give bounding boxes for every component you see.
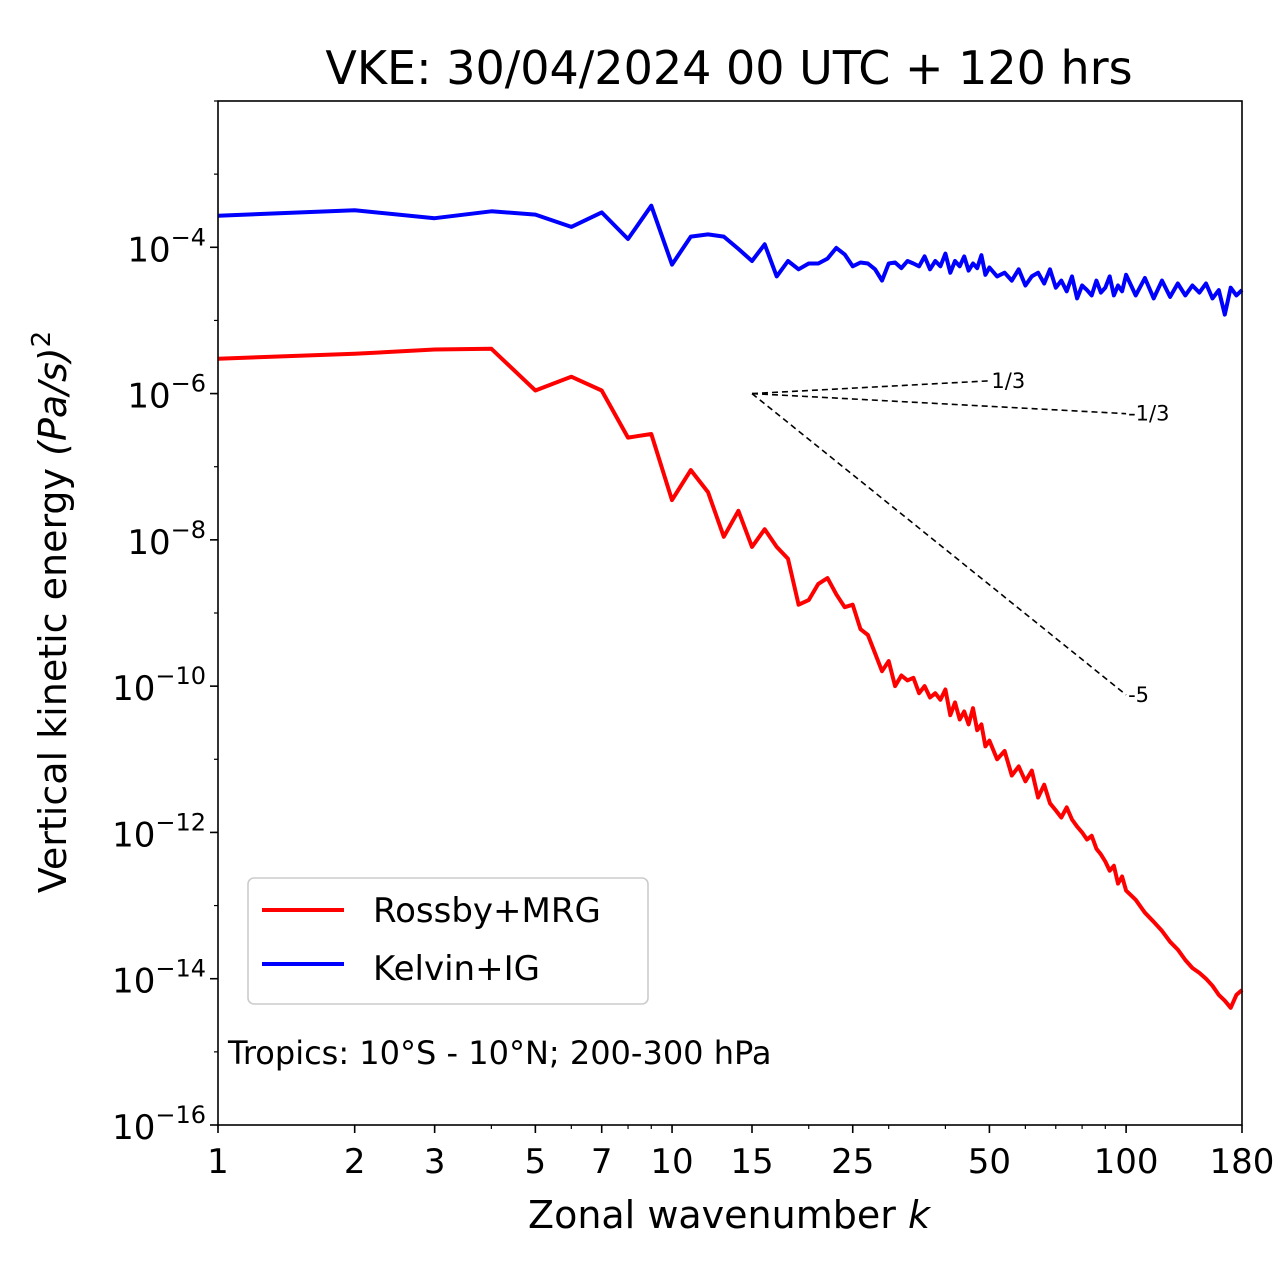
- region-annotation: Tropics: 10°S - 10°N; 200-300 hPa: [227, 1034, 771, 1072]
- x-tick-label: 15: [730, 1142, 773, 1182]
- x-tick-label: 5: [525, 1142, 547, 1182]
- y-tick-label: 10−12: [112, 808, 206, 855]
- y-axis-label: Vertical kinetic energy (Pa/s)2: [27, 331, 75, 893]
- legend-label-rossby-mrg: Rossby+MRG: [373, 891, 601, 931]
- x-tick-label: 100: [1094, 1142, 1159, 1182]
- x-axis-label: Zonal wavenumber k: [528, 1193, 932, 1237]
- x-axis-label-text: Zonal wavenumber: [528, 1193, 896, 1237]
- y-axis-label-power: 2: [27, 331, 57, 348]
- y-tick-label: 10−6: [127, 370, 206, 417]
- x-tick-label: 3: [424, 1142, 446, 1182]
- x-axis-label-symbol: k: [908, 1193, 932, 1237]
- y-tick-label: 10−10: [112, 662, 206, 709]
- y-axis-label-text: Vertical kinetic energy: [31, 468, 75, 893]
- reference-line: [751, 392, 1127, 696]
- legend-box: [247, 877, 649, 1005]
- plot-frame: [217, 100, 1243, 1126]
- reference-line-label: 1/3: [991, 369, 1025, 393]
- x-tick-label: 7: [591, 1142, 613, 1182]
- y-tick-label: 10−16: [112, 1101, 206, 1148]
- y-axis-label-units: (Pa/s): [31, 347, 75, 455]
- reference-lines: 1/3 -1/3 -5: [751, 369, 1169, 707]
- series-layer: [217, 203, 1244, 1010]
- x-tick-label: 50: [968, 1142, 1011, 1182]
- x-tick-label: 180: [1210, 1142, 1275, 1182]
- x-tick-label: 25: [831, 1142, 874, 1182]
- x-tick-label: 1: [207, 1142, 229, 1182]
- legend: Rossby+MRG Kelvin+IG: [247, 877, 649, 1005]
- x-tick-label: 10: [650, 1142, 693, 1182]
- chart-title: VKE: 30/04/2024 00 UTC + 120 hrs: [325, 41, 1132, 95]
- legend-label-kelvin-ig: Kelvin+IG: [373, 949, 540, 989]
- y-tick-label: 10−4: [127, 223, 206, 270]
- reference-line: [751, 392, 1127, 415]
- series-line-kelvin-ig: [217, 203, 1244, 317]
- reference-line: [751, 380, 990, 395]
- y-tick-label: 10−8: [127, 516, 206, 563]
- x-tick-label: 2: [344, 1142, 366, 1182]
- y-tick-label: 10−14: [112, 955, 206, 1002]
- reference-line-label: -5: [1128, 683, 1149, 707]
- x-axis-ticks: 1 2 3 5 7 10 15 25 50 100 180: [207, 1125, 1274, 1182]
- reference-line-label: -1/3: [1128, 402, 1169, 426]
- y-axis-ticks: 10−4 10−6 10−8 10−10 10−12 10−14 10−16: [112, 100, 218, 1148]
